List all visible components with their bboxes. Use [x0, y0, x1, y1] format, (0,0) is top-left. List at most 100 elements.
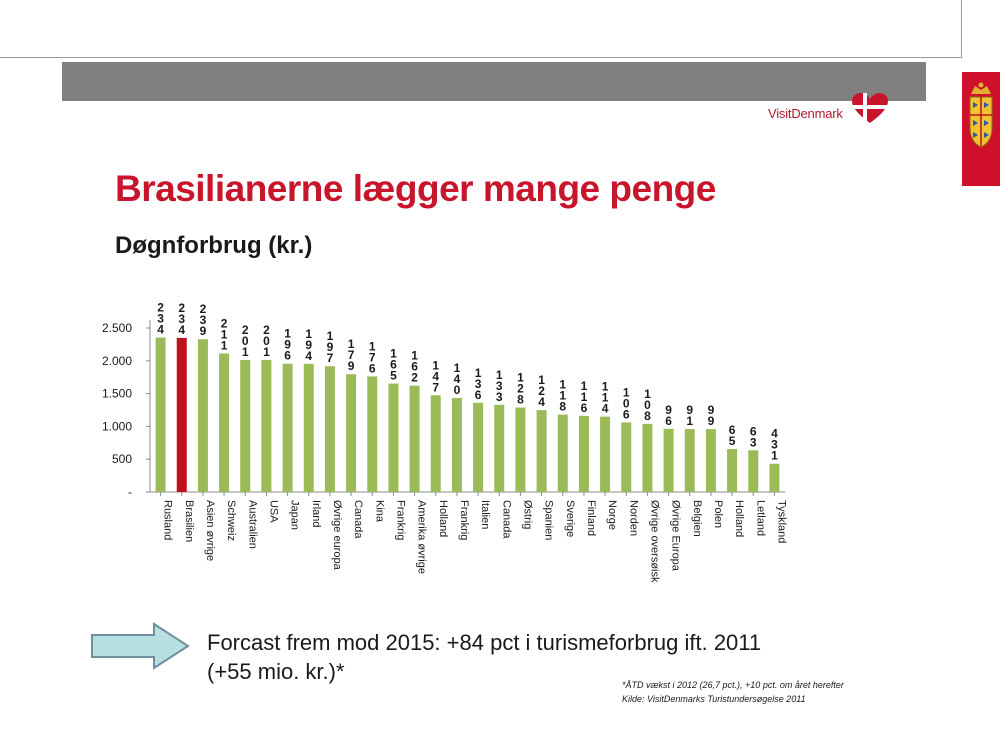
bar [621, 422, 632, 492]
x-tick-label: Brasilien [183, 500, 195, 542]
bar [346, 374, 357, 492]
bar [240, 359, 251, 492]
brand-name: VisitDenmark [768, 106, 843, 121]
bar [409, 385, 420, 492]
x-tick-label: Polen [712, 500, 724, 528]
x-tick-label: Schweiz [225, 500, 237, 541]
bar [600, 416, 611, 492]
right-arrow-icon [91, 622, 190, 670]
header-band [62, 62, 926, 101]
bar [197, 339, 208, 492]
x-tick-label: Rusland [162, 500, 174, 540]
x-tick-label: Østrig [521, 500, 533, 529]
bar [367, 376, 378, 492]
coat-of-arms-icon [969, 82, 993, 148]
bar [388, 383, 399, 492]
x-tick-label: Australien [246, 500, 258, 549]
bar [663, 428, 674, 492]
bar [261, 359, 272, 492]
x-tick-label: Italien [479, 500, 491, 529]
x-tick-label: Øvrige europa [331, 500, 343, 571]
bar [155, 337, 166, 492]
bar [705, 429, 716, 492]
y-tick-label: 2.500 [102, 321, 132, 335]
x-tick-label: Finland [585, 500, 597, 536]
bar [642, 423, 653, 492]
y-tick-label: 1.000 [102, 419, 132, 433]
heart-logo-icon [852, 93, 888, 123]
bar [684, 428, 695, 492]
bar [578, 415, 589, 492]
y-tick-label: 500 [112, 452, 132, 466]
y-tick-label: - [128, 485, 132, 499]
bar [727, 448, 738, 492]
x-tick-label: Belgien [691, 500, 703, 537]
bar [494, 404, 505, 492]
x-tick-label: Asien øvrige [204, 500, 216, 561]
x-tick-label: Holland [733, 500, 745, 537]
top-rule [0, 57, 962, 58]
bar [176, 337, 187, 492]
x-tick-label: Canada [500, 500, 512, 539]
bar [430, 395, 441, 492]
bar [536, 410, 547, 492]
footnote-source: Kilde: VisitDenmarks Turistundersøgelse … [622, 694, 806, 704]
x-tick-label: Sverige [564, 500, 576, 537]
x-tick-label: Spanien [543, 500, 555, 540]
footnote-growth: *ÅTD vækst i 2012 (26,7 pct.), +10 pct. … [622, 680, 844, 690]
page-title: Brasilianerne lægger mange penge [115, 168, 716, 209]
y-tick-label: 2.000 [102, 354, 132, 368]
bar [515, 407, 526, 492]
x-tick-label: Norge [606, 500, 618, 530]
x-tick-label: Letland [754, 500, 766, 536]
x-tick-label: Holland [437, 500, 449, 537]
bar [769, 463, 780, 492]
y-tick-label: 1.500 [102, 387, 132, 401]
x-tick-label: Frankrig [394, 500, 406, 540]
forecast-line-1: Forcast frem mod 2015: +84 pct i turisme… [207, 630, 762, 655]
forecast-line-2: (+55 mio. kr.)* [207, 659, 345, 684]
bar [324, 366, 335, 492]
bar [557, 414, 568, 492]
x-tick-label: Norden [627, 500, 639, 536]
chart-title: Døgnforbrug (kr.) [115, 232, 313, 259]
x-tick-label: Irland [310, 500, 322, 528]
x-tick-label: Tyskland [775, 500, 787, 543]
x-tick-label: Amerika øvrige [416, 500, 428, 574]
x-tick-label: USA [267, 500, 279, 523]
x-tick-label: Canada [352, 500, 364, 539]
x-tick-label: Øvrige oversøisk [648, 500, 660, 583]
top-rule-vertical [961, 0, 962, 58]
footnote: *ÅTD vækst i 2012 (26,7 pct.), +10 pct. … [622, 678, 942, 706]
x-tick-label: Øvrige Europa [670, 500, 682, 572]
bar [282, 363, 293, 492]
bar [451, 398, 462, 492]
bar [748, 450, 759, 492]
forecast-callout: Forcast frem mod 2015: +84 pct i turisme… [207, 628, 887, 686]
